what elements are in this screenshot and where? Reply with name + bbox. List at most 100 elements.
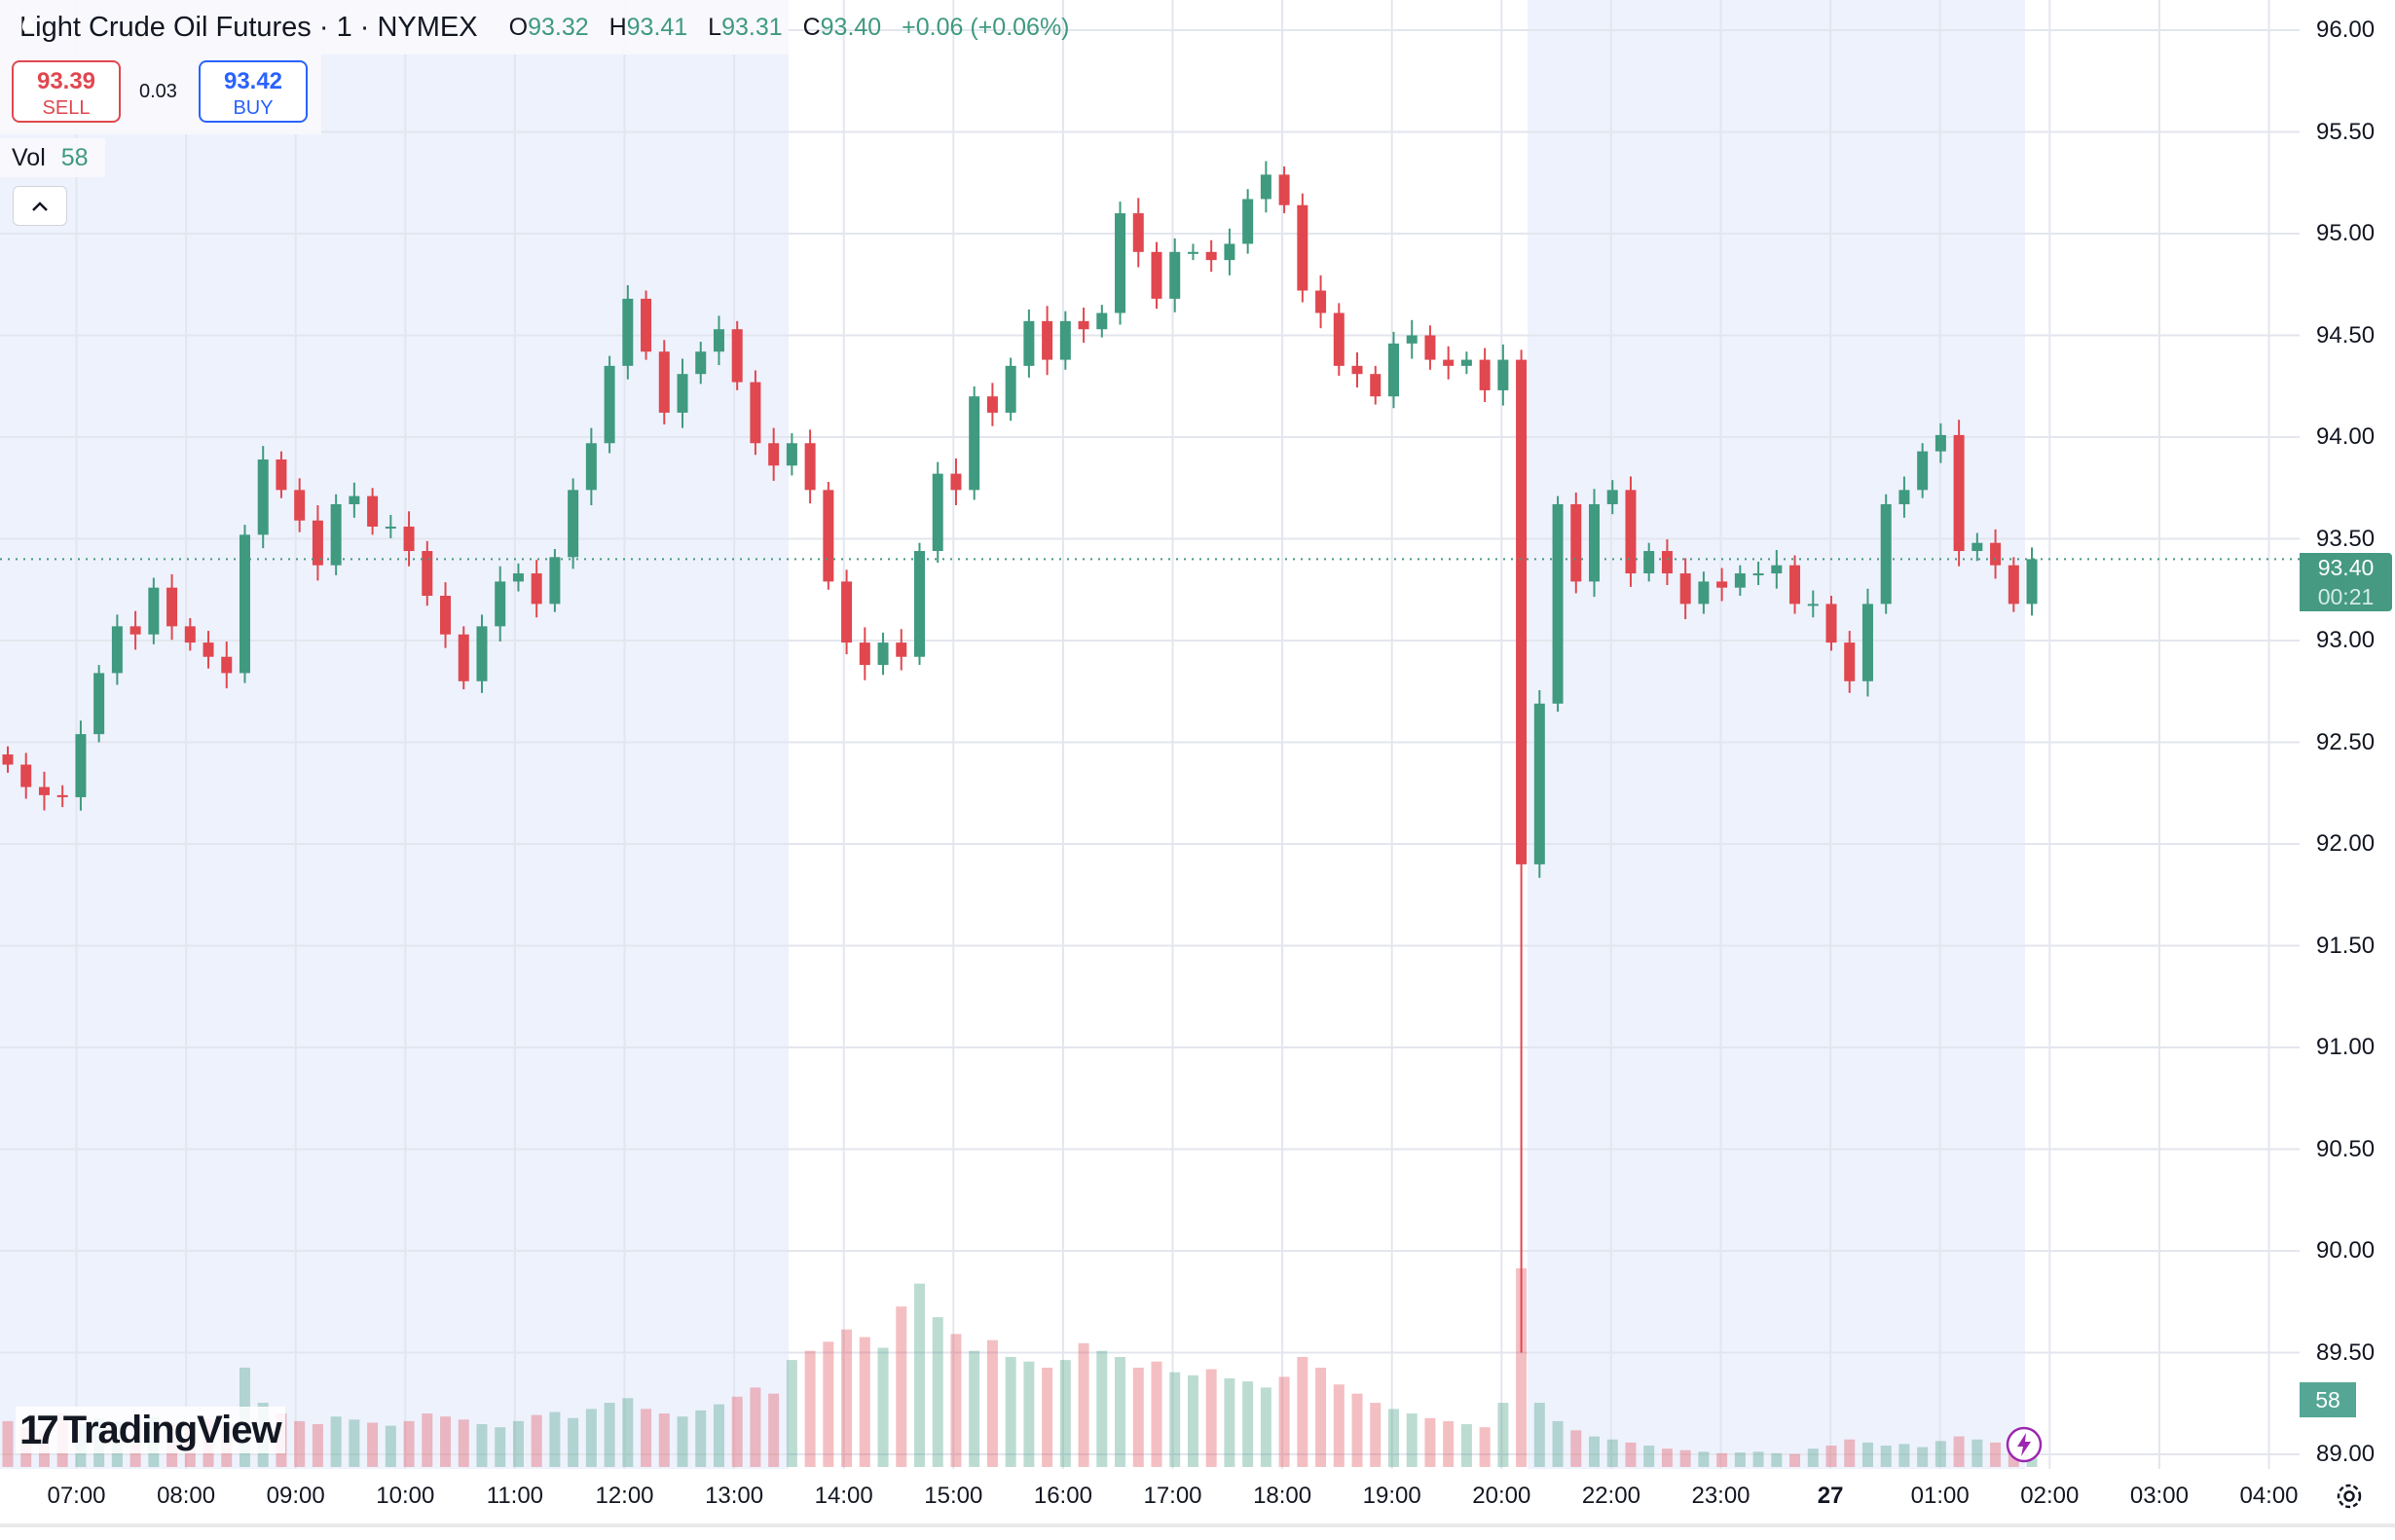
volume-bar <box>1880 1446 1892 1467</box>
open-value: 93.32 <box>528 13 589 41</box>
candle-body <box>622 298 634 366</box>
candle-body <box>1570 503 1582 582</box>
settings-gear-icon[interactable] <box>2333 1480 2366 1513</box>
last-volume-label: 58 <box>2300 1382 2356 1417</box>
volume-bar <box>695 1410 707 1467</box>
volume-bar <box>1370 1403 1382 1467</box>
time-tick-label: 20:00 <box>1472 1483 1531 1509</box>
candle-body <box>1552 503 1564 704</box>
price-axis[interactable]: 96.00 95.50 95.00 94.50 94.00 93.50 93.00 92.50… <box>2300 0 2395 1469</box>
candle-body <box>221 656 233 674</box>
volume-bar <box>932 1317 943 1467</box>
volume-bar <box>750 1387 761 1467</box>
candle-body <box>1187 251 1198 254</box>
candle-body <box>1789 565 1801 605</box>
candle-body <box>641 298 652 352</box>
candle-body <box>2008 565 2019 605</box>
candle-body <box>695 351 707 375</box>
collapse-legend-button[interactable] <box>13 186 67 226</box>
volume-bar <box>1589 1436 1601 1467</box>
candle-body <box>1169 251 1181 299</box>
time-tick-label: 02:00 <box>2020 1483 2080 1509</box>
candle-body <box>823 490 834 582</box>
candle-body <box>1096 312 1108 330</box>
time-tick-label: 01:00 <box>1910 1483 1970 1509</box>
volume-bar <box>1643 1446 1655 1467</box>
candle-body <box>549 557 561 605</box>
tradingview-wordmark: TradingView <box>62 1408 282 1451</box>
tradingview-logo[interactable]: 17 TradingView <box>16 1407 285 1453</box>
time-tick-label: 22:00 <box>1581 1483 1640 1509</box>
candle-body <box>1443 359 1455 366</box>
candle-body <box>294 490 306 521</box>
candle-body <box>1752 573 1764 576</box>
time-tick-label: 07:00 <box>47 1483 106 1509</box>
lightning-icon[interactable] <box>2005 1425 2044 1464</box>
volume-bar <box>1297 1356 1308 1467</box>
volume-bar <box>1497 1403 1509 1467</box>
volume-bar <box>512 1420 524 1467</box>
candle-body <box>1716 581 1728 588</box>
candle-body <box>1042 320 1053 360</box>
candle-body <box>1406 335 1418 344</box>
candle-body <box>1516 359 1528 864</box>
price-tick-label: 89.50 <box>2316 1338 2376 1366</box>
volume-bar <box>1169 1372 1181 1467</box>
close-value: 93.40 <box>820 13 882 41</box>
candle-body <box>495 581 506 627</box>
candle-body <box>1224 243 1235 261</box>
candle-body <box>1387 343 1399 397</box>
buy-label: BUY <box>233 97 274 119</box>
volume-bar <box>1533 1403 1545 1467</box>
candle-body <box>786 443 797 466</box>
volume-bar <box>568 1417 579 1467</box>
candle-body <box>1533 703 1545 864</box>
trade-panel: 93.39 SELL 0.03 93.42 BUY <box>0 55 321 134</box>
symbol-legend: Light Crude Oil Futures · 1 · NYMEX D O9… <box>0 0 1070 55</box>
price-chart[interactable] <box>0 0 2300 1469</box>
price-tick-label: 95.00 <box>2316 220 2376 246</box>
symbol-title[interactable]: Light Crude Oil Futures · 1 · NYMEX <box>19 11 478 43</box>
volume-bar <box>768 1393 780 1467</box>
candle-body <box>1589 503 1601 582</box>
candle-body <box>677 374 688 413</box>
price-tick-label: 92.50 <box>2316 728 2376 755</box>
candle-body <box>385 526 396 529</box>
volume-bar <box>1661 1448 1673 1467</box>
candle-body <box>330 503 342 566</box>
volume-bar <box>1807 1448 1819 1467</box>
candle-body <box>1424 335 1436 360</box>
candle-body <box>1497 359 1509 390</box>
candle-body <box>403 526 415 552</box>
time-axis[interactable]: 07:00 08:00 09:00 10:00 11:00 12:00 13:00 14:00… <box>0 1469 2395 1527</box>
volume-bar <box>294 1420 306 1467</box>
high-label: H <box>608 13 627 41</box>
candle-body <box>20 764 32 788</box>
sell-label: SELL <box>42 97 91 119</box>
price-tick-label: 94.50 <box>2316 321 2376 348</box>
candle-body <box>1807 604 1819 606</box>
volume-bar <box>1424 1417 1436 1467</box>
volume-bar <box>1990 1442 2002 1467</box>
high-value: 93.41 <box>626 13 688 41</box>
candle-body <box>1078 320 1089 330</box>
candle-body <box>1151 251 1162 299</box>
volume-bar <box>658 1413 670 1467</box>
candle-body <box>2026 559 2038 605</box>
candle-body <box>914 551 925 657</box>
last-price-label: 93.40 00:21 <box>2300 553 2392 611</box>
buy-button[interactable]: 93.42 BUY <box>199 60 308 123</box>
candle-body <box>1971 542 1983 552</box>
volume-bar <box>1260 1387 1271 1467</box>
candle-body <box>1880 503 1892 605</box>
volume-bar <box>1242 1381 1254 1467</box>
volume-value: 58 <box>60 143 89 171</box>
candle-body <box>969 396 980 491</box>
volume-bar <box>1443 1420 1455 1467</box>
candle-body <box>148 587 160 635</box>
volume-bar <box>786 1360 797 1467</box>
candle-body <box>38 787 50 795</box>
volume-legend[interactable]: Vol 58 <box>0 138 105 177</box>
candle-body <box>568 490 579 558</box>
sell-button[interactable]: 93.39 SELL <box>12 60 121 123</box>
